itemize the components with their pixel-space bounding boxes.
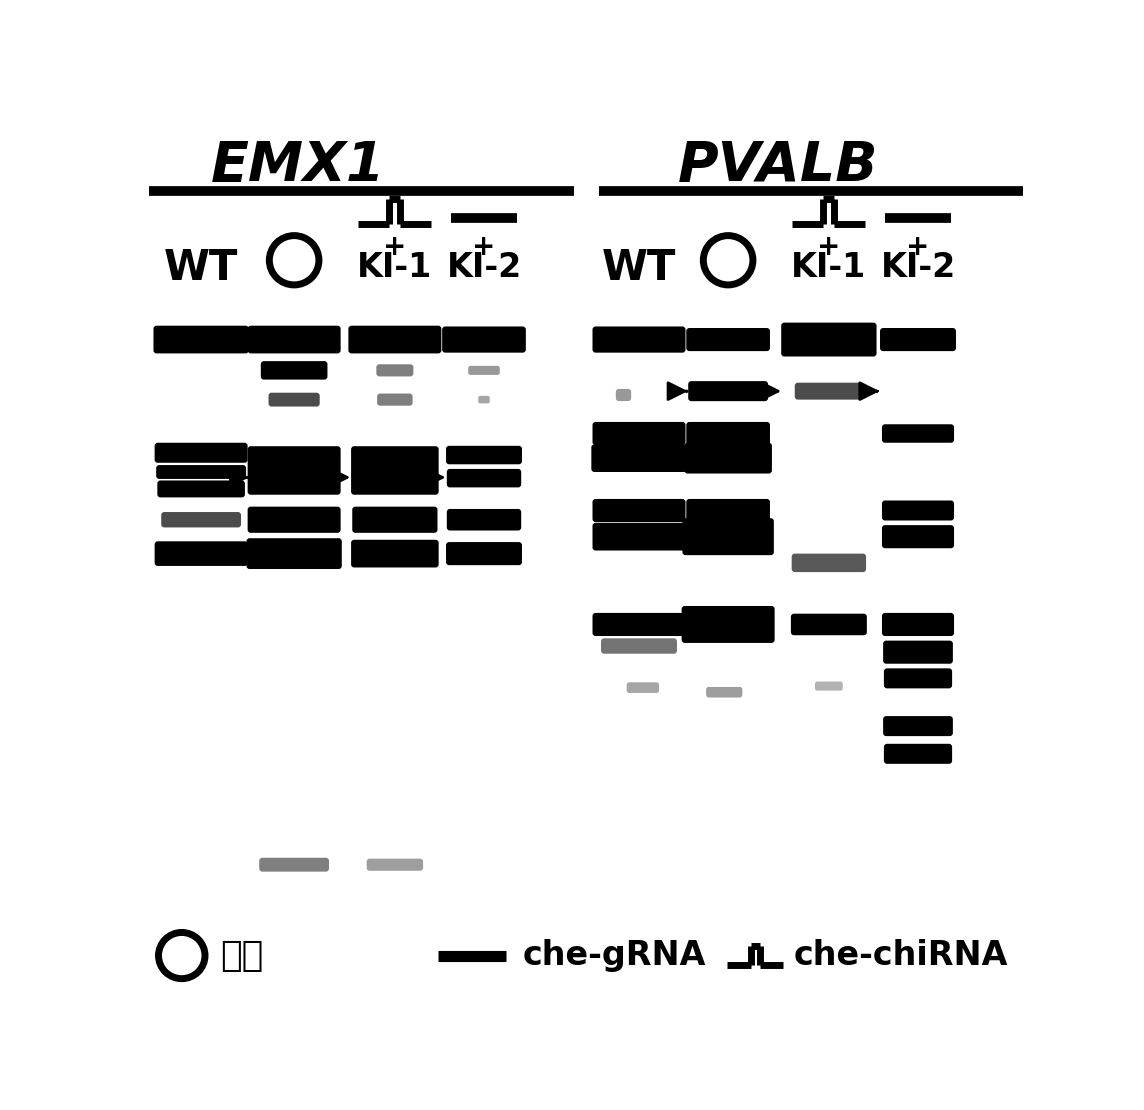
FancyBboxPatch shape — [593, 326, 685, 353]
FancyBboxPatch shape — [615, 388, 631, 401]
FancyBboxPatch shape — [593, 523, 685, 551]
FancyBboxPatch shape — [689, 381, 768, 401]
Text: PVALB: PVALB — [678, 139, 879, 192]
FancyBboxPatch shape — [446, 542, 522, 565]
FancyBboxPatch shape — [593, 422, 685, 445]
FancyBboxPatch shape — [884, 744, 952, 764]
FancyBboxPatch shape — [154, 542, 247, 566]
FancyBboxPatch shape — [351, 539, 438, 567]
FancyBboxPatch shape — [684, 443, 772, 474]
Text: +: + — [383, 233, 406, 261]
Text: KI-2: KI-2 — [446, 252, 522, 284]
Text: WT: WT — [164, 246, 238, 289]
Text: +: + — [906, 233, 930, 261]
FancyBboxPatch shape — [367, 859, 423, 870]
Text: KI-1: KI-1 — [792, 252, 866, 284]
FancyBboxPatch shape — [882, 525, 954, 548]
FancyBboxPatch shape — [442, 326, 526, 353]
FancyBboxPatch shape — [884, 668, 952, 688]
FancyBboxPatch shape — [880, 329, 956, 351]
FancyBboxPatch shape — [447, 509, 522, 531]
FancyBboxPatch shape — [795, 383, 863, 400]
FancyBboxPatch shape — [882, 424, 954, 443]
FancyBboxPatch shape — [593, 500, 685, 522]
Text: che-gRNA: che-gRNA — [523, 939, 706, 972]
FancyBboxPatch shape — [882, 613, 954, 636]
Text: EMX1: EMX1 — [210, 139, 386, 192]
FancyBboxPatch shape — [446, 446, 522, 464]
FancyBboxPatch shape — [352, 506, 437, 533]
FancyBboxPatch shape — [376, 364, 413, 376]
FancyBboxPatch shape — [161, 512, 241, 527]
FancyBboxPatch shape — [349, 325, 442, 353]
FancyBboxPatch shape — [247, 506, 341, 533]
Text: KI-2: KI-2 — [881, 252, 955, 284]
FancyBboxPatch shape — [593, 613, 685, 636]
Text: 质粒: 质粒 — [221, 939, 264, 972]
FancyBboxPatch shape — [781, 323, 876, 356]
FancyBboxPatch shape — [882, 501, 954, 521]
FancyBboxPatch shape — [157, 465, 246, 478]
Text: KI-1: KI-1 — [357, 252, 432, 284]
FancyBboxPatch shape — [154, 443, 247, 463]
FancyBboxPatch shape — [682, 606, 774, 643]
FancyBboxPatch shape — [792, 554, 866, 572]
FancyBboxPatch shape — [247, 325, 341, 353]
FancyBboxPatch shape — [683, 518, 773, 555]
FancyBboxPatch shape — [447, 468, 522, 487]
FancyBboxPatch shape — [351, 446, 438, 495]
FancyBboxPatch shape — [261, 361, 327, 380]
FancyBboxPatch shape — [627, 683, 659, 693]
FancyBboxPatch shape — [478, 396, 490, 403]
FancyBboxPatch shape — [883, 716, 953, 736]
FancyBboxPatch shape — [247, 446, 341, 495]
FancyBboxPatch shape — [153, 325, 248, 353]
FancyBboxPatch shape — [591, 444, 686, 472]
Text: WT: WT — [602, 246, 676, 289]
FancyBboxPatch shape — [686, 422, 770, 445]
FancyBboxPatch shape — [883, 640, 953, 664]
Text: +: + — [472, 233, 495, 261]
FancyBboxPatch shape — [601, 638, 677, 654]
FancyBboxPatch shape — [269, 393, 319, 406]
FancyBboxPatch shape — [468, 366, 500, 375]
FancyBboxPatch shape — [686, 329, 770, 351]
FancyBboxPatch shape — [791, 614, 867, 635]
FancyBboxPatch shape — [158, 481, 245, 497]
Text: +: + — [817, 233, 841, 261]
Text: che-chiRNA: che-chiRNA — [794, 939, 1009, 972]
FancyBboxPatch shape — [706, 687, 742, 697]
FancyBboxPatch shape — [815, 682, 843, 690]
FancyBboxPatch shape — [260, 858, 329, 871]
FancyBboxPatch shape — [246, 538, 342, 569]
FancyBboxPatch shape — [378, 394, 413, 405]
FancyBboxPatch shape — [686, 500, 770, 522]
